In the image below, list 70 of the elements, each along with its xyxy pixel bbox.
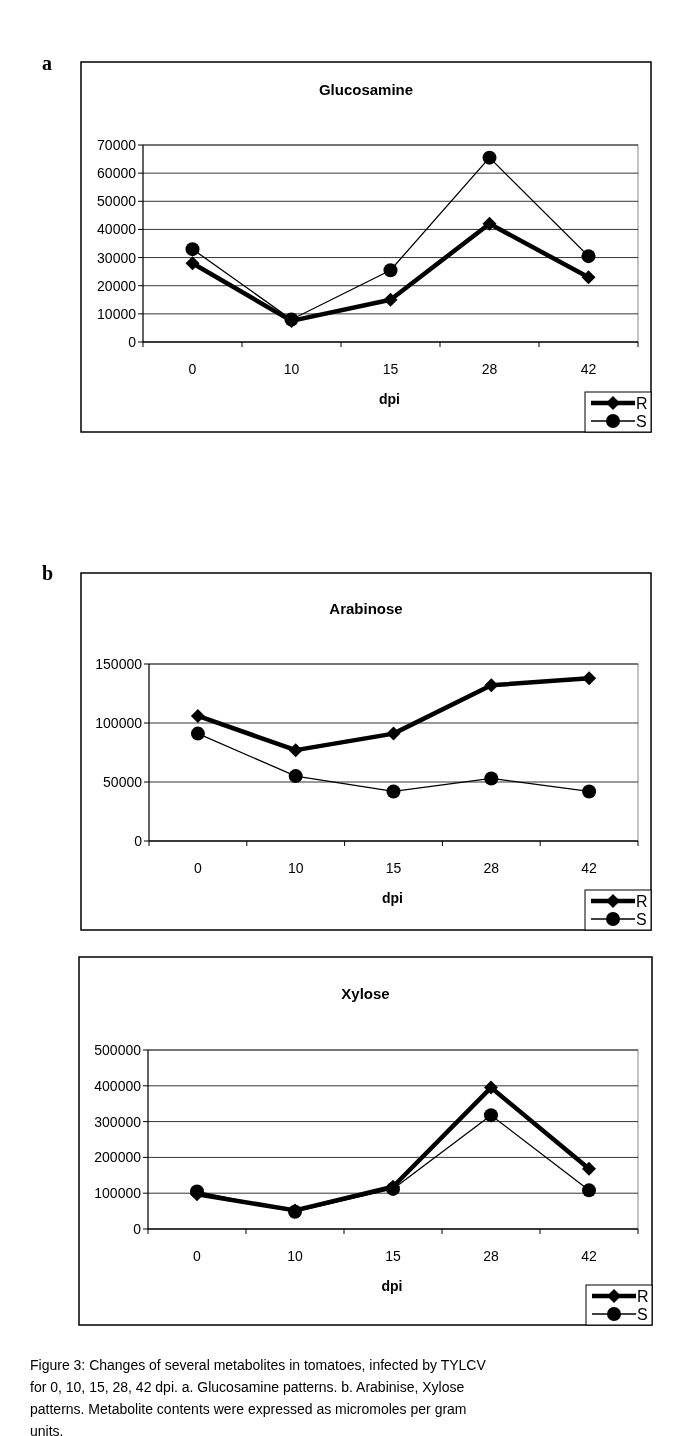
point [190,726,205,741]
x-tick-label: 28 [483,1248,499,1264]
text: b [42,562,54,584]
x-tick-label: 15 [382,361,399,377]
y-tick-label: 500000 [94,1042,142,1058]
point [185,242,200,257]
y-tick-label: 300000 [94,1113,142,1130]
y-tick-label: 200000 [94,1149,142,1166]
x-tick-label: 42 [581,860,598,876]
chart-title: Xylose [341,985,390,1002]
y-tick-label: 70000 [97,137,137,153]
x-tick-label: 28 [483,860,500,876]
point [582,1183,596,1198]
x-axis-title: dpi [381,1278,403,1294]
point [383,263,398,278]
x-tick-label: 42 [580,361,597,377]
x-axis-title: dpi [379,391,400,407]
y-tick-label: 0 [134,833,143,849]
y-tick-label: 0 [128,334,137,350]
point [482,150,497,165]
x-tick-label: 0 [194,860,202,876]
y-tick-label: 0 [133,1221,142,1237]
y-tick-label: 100000 [95,715,143,731]
x-tick-label: 28 [481,361,498,377]
y-tick-label: 30000 [97,249,137,266]
point [386,726,401,741]
legend-label: R [636,893,648,910]
y-tick-label: 60000 [97,165,137,182]
chart-title: Arabinose [329,600,403,617]
y-tick-label: 400000 [94,1077,142,1094]
point [482,216,497,231]
point [185,256,200,271]
point [288,769,303,784]
legend-label: S [636,911,647,928]
x-tick-label: 0 [188,361,197,377]
text: a [42,52,52,74]
point [581,249,596,264]
y-tick-label: 20000 [97,277,137,294]
y-tick-label: 50000 [97,193,137,210]
point [484,1080,498,1095]
point [288,743,303,758]
x-tick-label: 42 [581,1248,597,1264]
x-tick-label: 15 [385,860,402,876]
y-tick-label: 100000 [94,1185,142,1202]
x-tick-label: 10 [287,860,304,876]
point [484,678,499,693]
point [582,784,597,799]
x-tick-label: 15 [385,1248,401,1264]
x-tick-label: 0 [193,1248,202,1264]
point [386,784,401,799]
point [484,771,499,786]
y-tick-label: 40000 [97,221,137,238]
point [582,1161,596,1176]
x-axis-title: dpi [382,890,403,906]
point [484,1108,498,1123]
y-tick-label: 10000 [97,305,137,322]
point [190,708,205,723]
legend-label: R [636,395,648,412]
x-tick-label: 10 [283,361,300,377]
point [582,671,597,686]
legend-label: S [636,413,647,430]
point [383,292,398,307]
y-tick-label: 50000 [103,774,143,790]
legend-label: R [637,1288,649,1305]
caption: Figure 3: Changes of several metabolites in tomatoes, infected by TYLCV for 0, 10, 15, 28, 42 dpi. a. Glucosamine patterns. b. Arabinise, Xylose patterns. Metabolite contents were expressed as micromoles per gram units. [30,1357,487,1436]
legend-label: S [637,1306,648,1323]
y-tick-label: 150000 [95,656,143,672]
x-tick-label: 10 [287,1248,303,1264]
chart-title: Glucosamine [318,81,414,98]
point [581,270,596,285]
